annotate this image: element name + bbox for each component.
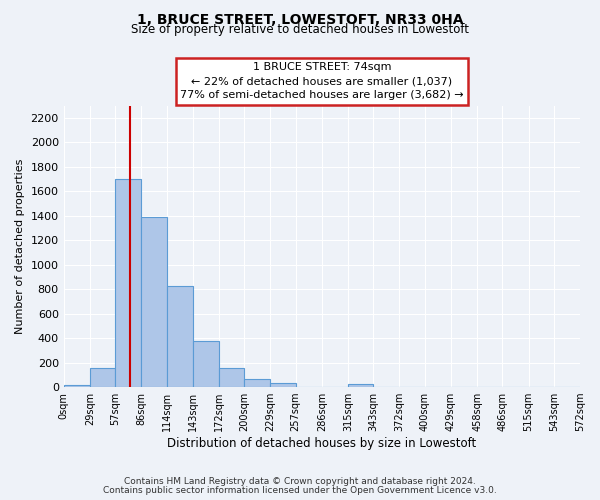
Bar [348, 384, 373, 387]
Bar [271, 384, 296, 387]
Bar [115, 179, 141, 387]
Bar [193, 340, 219, 387]
X-axis label: Distribution of detached houses by size in Lowestoft: Distribution of detached houses by size … [167, 437, 476, 450]
Bar [141, 217, 167, 387]
Y-axis label: Number of detached properties: Number of detached properties [15, 158, 25, 334]
Text: 1, BRUCE STREET, LOWESTOFT, NR33 0HA: 1, BRUCE STREET, LOWESTOFT, NR33 0HA [137, 12, 463, 26]
Text: Size of property relative to detached houses in Lowestoft: Size of property relative to detached ho… [131, 22, 469, 36]
Bar [244, 379, 271, 387]
Bar [64, 384, 90, 387]
Text: Contains public sector information licensed under the Open Government Licence v3: Contains public sector information licen… [103, 486, 497, 495]
Bar [167, 286, 193, 387]
Text: 1 BRUCE STREET: 74sqm
← 22% of detached houses are smaller (1,037)
77% of semi-d: 1 BRUCE STREET: 74sqm ← 22% of detached … [180, 62, 464, 100]
Bar [219, 368, 244, 387]
Text: Contains HM Land Registry data © Crown copyright and database right 2024.: Contains HM Land Registry data © Crown c… [124, 478, 476, 486]
Bar [90, 368, 115, 387]
